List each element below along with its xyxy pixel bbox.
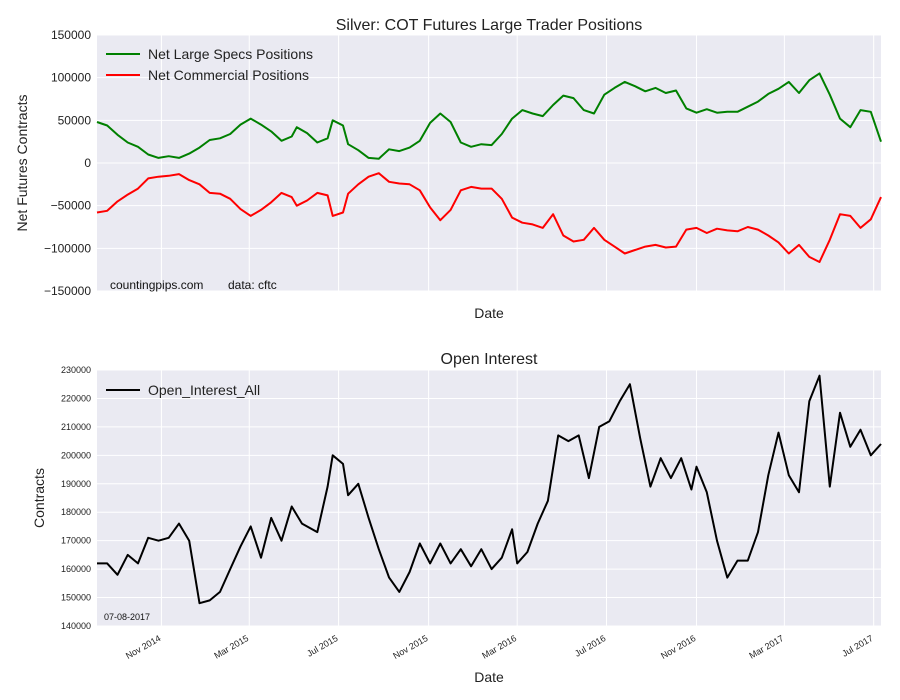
positions-series xyxy=(96,72,882,263)
y-tick-label: 230000 xyxy=(61,365,91,375)
open-interest-plot-area xyxy=(97,370,881,626)
y-tick-label: −100000 xyxy=(44,241,91,255)
y-tick-label: −50000 xyxy=(51,199,92,213)
y-tick-label: 0 xyxy=(84,156,91,170)
x-tick-label: Nov 2014 xyxy=(124,633,162,661)
open-interest-chart-title: Open Interest xyxy=(441,351,539,368)
x-tick-label: Nov 2015 xyxy=(391,633,429,661)
y-tick-label: −150000 xyxy=(44,284,91,298)
report-date: 07-08-2017 xyxy=(104,612,150,622)
positions-chart-title: Silver: COT Futures Large Trader Positio… xyxy=(336,17,643,34)
y-tick-label: 160000 xyxy=(61,564,91,574)
positions-x-axis-label: Date xyxy=(474,305,504,321)
x-tick-label: Jul 2017 xyxy=(840,633,874,659)
open-interest-chart: Open Interest 140000 150000 160000 170000 18… xyxy=(31,351,882,685)
positions-y-axis-label: Net Futures Contracts xyxy=(14,95,30,232)
open-interest-y-ticks: 140000 150000 160000 170000 180000 190000 2000… xyxy=(61,365,91,631)
series-line-0 xyxy=(97,374,882,605)
open-interest-series xyxy=(97,374,882,605)
open-interest-legend: Open_Interest_All xyxy=(106,382,260,398)
y-tick-label: 170000 xyxy=(61,536,91,546)
source-credit: countingpips.com xyxy=(110,278,203,292)
y-tick-label: 210000 xyxy=(61,422,91,432)
y-tick-label: 150000 xyxy=(51,28,91,42)
x-tick-label: Mar 2015 xyxy=(212,633,250,661)
legend-label-commercial: Net Commercial Positions xyxy=(148,67,309,83)
y-tick-label: 180000 xyxy=(61,507,91,517)
y-tick-label: 150000 xyxy=(61,593,91,603)
positions-gridlines xyxy=(97,34,881,292)
x-tick-label: Mar 2017 xyxy=(747,633,785,661)
open-interest-y-axis-label: Contracts xyxy=(31,468,47,528)
x-tick-label: Jul 2016 xyxy=(573,633,607,659)
y-tick-label: 190000 xyxy=(61,479,91,489)
y-tick-label: 220000 xyxy=(61,393,91,403)
y-tick-label: 200000 xyxy=(61,450,91,460)
open-interest-x-ticks: Nov 2014 Mar 2015 Jul 2015 Nov 2015 Mar 2016… xyxy=(124,633,875,661)
series-line-1 xyxy=(96,172,882,263)
legend-label-specs: Net Large Specs Positions xyxy=(148,46,313,62)
series-line-0 xyxy=(96,72,882,160)
x-tick-label: Mar 2016 xyxy=(480,633,518,661)
positions-chart: Silver: COT Futures Large Trader Positio… xyxy=(14,17,882,321)
data-source: data: cftc xyxy=(228,278,277,292)
open-interest-x-axis-label: Date xyxy=(474,669,504,685)
positions-legend: Net Large Specs Positions Net Commercial… xyxy=(106,46,313,83)
y-tick-label: 50000 xyxy=(58,113,92,127)
open-interest-gridlines xyxy=(97,369,881,627)
y-tick-label: 100000 xyxy=(51,71,91,85)
x-tick-label: Nov 2016 xyxy=(659,633,697,661)
legend-label-open-interest: Open_Interest_All xyxy=(148,382,260,398)
positions-y-ticks: −150000 −100000 −50000 0 50000 100000 150000 xyxy=(44,28,91,298)
x-tick-label: Jul 2015 xyxy=(305,633,339,659)
y-tick-label: 140000 xyxy=(61,621,91,631)
